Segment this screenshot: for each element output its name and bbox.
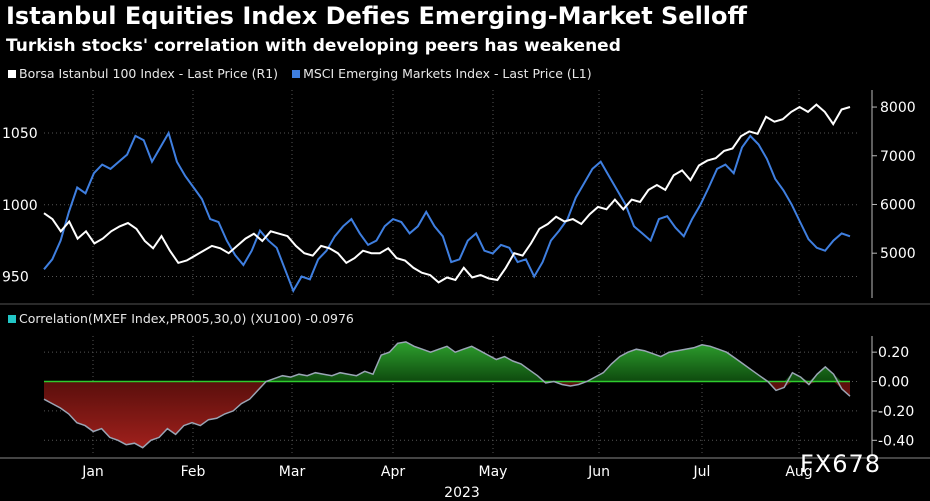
right-axis-tick-label: 6000 bbox=[880, 197, 916, 213]
left-axis-tick-label: 1000 bbox=[2, 198, 38, 214]
bottom-axis-tick-label: 0.00 bbox=[878, 375, 909, 391]
legend-label-correlation: Correlation(MXEF Index,PR005,30,0) (XU10… bbox=[19, 311, 354, 326]
series-line-msci bbox=[43, 130, 851, 294]
watermark: FX678 bbox=[800, 450, 882, 478]
correlation-legend: Correlation(MXEF Index,PR005,30,0) (XU10… bbox=[8, 311, 354, 326]
x-tick-label-jan: Jan bbox=[81, 464, 104, 480]
right-axis-tick-label: 8000 bbox=[880, 100, 916, 116]
chart-subtitle: Turkish stocks' correlation with develop… bbox=[6, 36, 621, 56]
top-legend: Borsa Istanbul 100 Index - Last Price (R… bbox=[8, 66, 592, 81]
x-tick-label-may: May bbox=[479, 464, 508, 480]
right-axis-tick-label: 7000 bbox=[880, 149, 916, 165]
x-tick-label-mar: Mar bbox=[279, 464, 306, 480]
legend-label-bist: Borsa Istanbul 100 Index - Last Price (R… bbox=[19, 66, 279, 81]
correlation-negative-area bbox=[44, 381, 850, 448]
bottom-axis-tick-label: -0.40 bbox=[878, 433, 914, 449]
x-tick-label-apr: Apr bbox=[381, 464, 405, 480]
series-line-bist100 bbox=[43, 103, 851, 284]
bottom-axis-tick-label: -0.20 bbox=[878, 404, 914, 420]
legend-label-msci: MSCI Emerging Markets Index - Last Price… bbox=[303, 66, 592, 81]
correlation-positive-area bbox=[44, 341, 850, 382]
left-axis-tick-label: 950 bbox=[2, 269, 29, 285]
x-tick-label-jul: Jul bbox=[693, 464, 711, 480]
correlation-line bbox=[43, 341, 851, 449]
legend-swatch-bist bbox=[8, 69, 16, 78]
right-axis-tick-label: 5000 bbox=[880, 246, 916, 262]
bottom-axis-tick-label: 0.20 bbox=[878, 345, 909, 361]
x-tick-label-aug: Aug bbox=[785, 464, 812, 480]
legend-swatch-correlation bbox=[8, 314, 16, 323]
x-tick-label-feb: Feb bbox=[181, 464, 206, 480]
legend-swatch-msci bbox=[292, 69, 301, 78]
left-axis-tick-label: 1050 bbox=[2, 126, 38, 142]
x-axis-year-label: 2023 bbox=[444, 485, 480, 501]
chart-title: Istanbul Equities Index Defies Emerging-… bbox=[6, 2, 747, 30]
x-tick-label-jun: Jun bbox=[587, 464, 610, 480]
